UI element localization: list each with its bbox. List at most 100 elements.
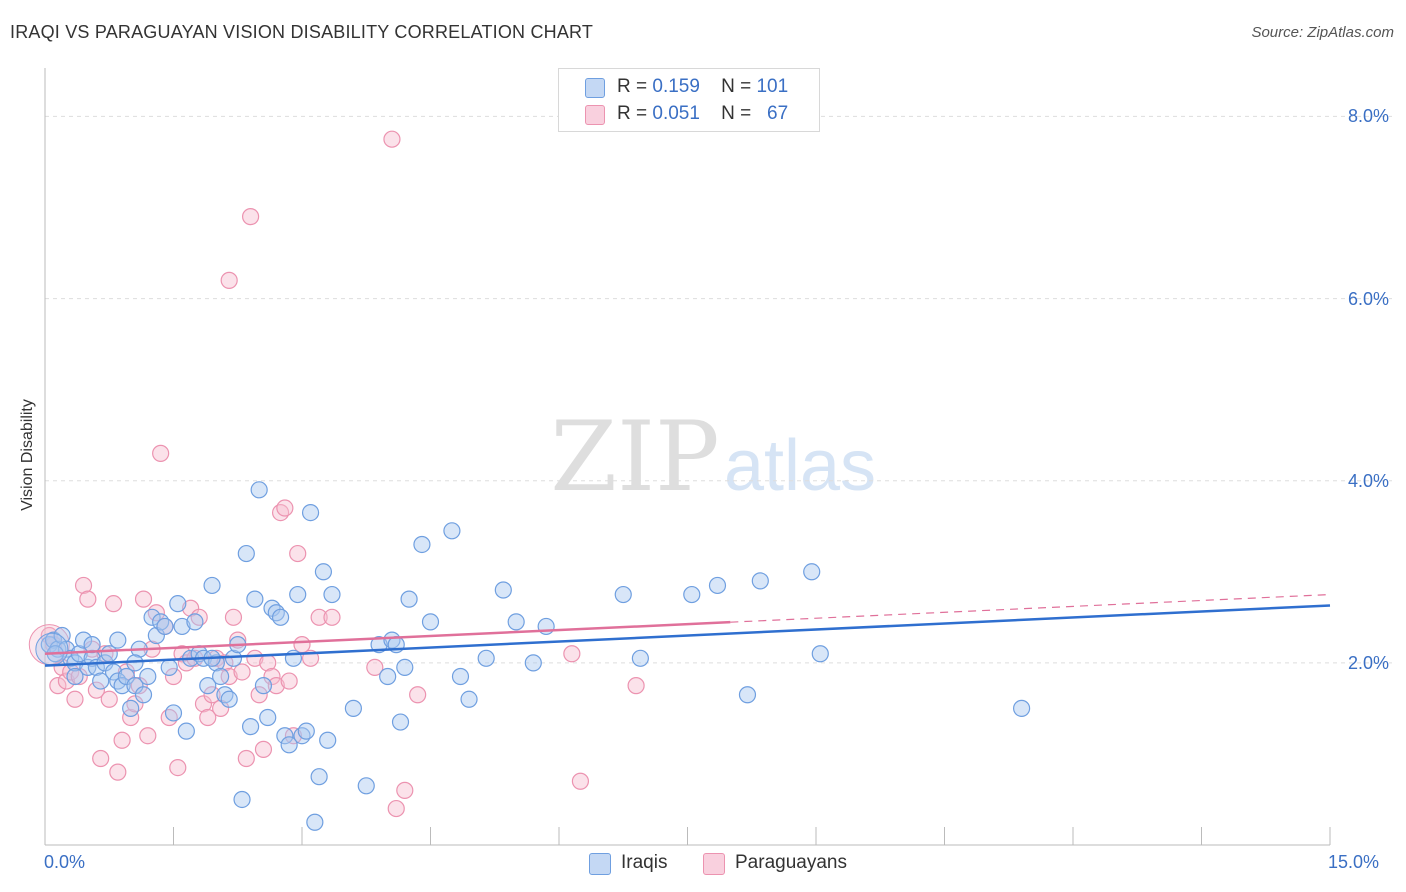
iraqi-point <box>451 667 470 686</box>
paraguayan-point <box>83 640 101 658</box>
paraguayan-point <box>66 690 84 708</box>
paraguayan-point <box>237 749 255 768</box>
correlation-legend: R = 0.159 N = 101 R = 0.051 N = 67 <box>558 68 820 132</box>
paraguayan-point <box>254 740 273 758</box>
paraguayan-point <box>134 590 153 608</box>
paraguayan-point <box>57 672 76 690</box>
iraqi-point <box>751 572 769 590</box>
paraguayan-point <box>199 708 217 727</box>
paraguayan-point <box>409 686 427 704</box>
y-tick-label: 8.0% <box>1348 106 1390 127</box>
paraguayan-point <box>113 731 131 749</box>
iraqi-point <box>271 608 290 626</box>
paraguayan-point <box>571 772 590 790</box>
paraguayan-point <box>49 677 67 695</box>
legend-n-label: N = <box>721 103 752 124</box>
paraguayan-point <box>220 271 238 289</box>
iraqi-point <box>122 699 140 717</box>
iraqi-point <box>344 699 362 717</box>
iraqi-point <box>413 535 431 554</box>
iraqi-point <box>460 690 478 708</box>
legend-swatch-para <box>585 105 605 125</box>
iraqi-point <box>306 813 324 831</box>
iraqi-point <box>254 677 273 695</box>
iraqi-point <box>614 585 632 604</box>
paraguayan-trend-extension <box>730 593 1331 623</box>
iraqi-point <box>199 677 217 695</box>
iraqi-point <box>74 631 93 649</box>
legend-n-value-para: 67 <box>767 103 789 124</box>
iraqi-point <box>738 686 757 704</box>
paraguayan-point <box>276 499 294 517</box>
legend-swatch-iraqi <box>585 78 605 98</box>
paraguayan-point <box>117 663 135 681</box>
iraqi-point <box>708 576 727 595</box>
iraqi-point <box>319 731 337 749</box>
paraguayan-point <box>139 727 157 745</box>
paraguayan-point <box>563 645 581 663</box>
iraqi-point <box>477 649 495 667</box>
iraqi-point <box>156 617 174 636</box>
paraguayan-point <box>164 667 183 686</box>
series-swatch-iraqi <box>589 853 611 875</box>
iraqi-point <box>126 677 144 695</box>
iraqi-point <box>400 590 418 608</box>
iraqi-point <box>507 613 525 631</box>
iraqi-trend-line <box>44 604 1331 667</box>
x-tick-max-label: 15.0% <box>1328 852 1380 872</box>
watermark-atlas: atlas <box>724 426 876 506</box>
legend-r-value-iraqi: 0.159 <box>652 76 700 97</box>
legend-n-value-iraqi: 101 <box>756 76 789 97</box>
source-label: Source: ZipAtlas.com <box>1251 24 1394 41</box>
paraguayan-point <box>169 758 187 777</box>
iraqi-point <box>683 585 701 604</box>
iraqi-point <box>803 563 821 581</box>
paraguayan-point <box>70 667 88 686</box>
paraguayan-point <box>92 749 110 768</box>
paraguayan-point <box>212 699 230 717</box>
paraguayan-point <box>383 130 401 148</box>
series-label-iraqi: Iraqis <box>621 852 668 873</box>
paraguayan-point <box>233 663 251 681</box>
iraqi-point <box>301 503 320 522</box>
paraguayan-point <box>280 672 298 690</box>
iraqi-point <box>524 654 542 672</box>
iraqi-point <box>631 649 649 667</box>
iraqi-point <box>242 718 260 736</box>
paraguayan-point <box>263 667 281 686</box>
paraguayan-point <box>387 799 405 818</box>
paraguayan-point <box>323 608 341 626</box>
iraqi-point <box>143 608 161 626</box>
iraqi-point <box>443 522 461 540</box>
iraqi-point <box>139 667 157 686</box>
chart-title: IRAQI VS PARAGUAYAN VISION DISABILITY CO… <box>10 22 594 42</box>
iraqi-cluster-point <box>35 632 69 666</box>
paraguayan-point <box>100 690 118 708</box>
iraqi-point <box>113 677 131 695</box>
paraguayan-point <box>366 658 384 677</box>
iraqi-point <box>494 581 512 599</box>
iraqi-point <box>92 672 110 690</box>
iraqi-point <box>250 481 268 499</box>
paraguayan-point <box>396 781 414 799</box>
y-tick-label: 2.0% <box>1348 652 1390 673</box>
iraqi-point <box>177 722 195 740</box>
iraqi-point <box>391 713 410 731</box>
iraqi-point <box>323 585 341 604</box>
iraqi-point <box>233 790 251 809</box>
paraguayan-point <box>242 208 260 226</box>
paraguayan-point <box>104 595 123 613</box>
iraqi-point <box>237 544 255 563</box>
series-legend: Iraqis Paraguayans <box>0 852 1406 878</box>
iraqi-point <box>169 595 187 613</box>
iraqi-point <box>259 708 277 727</box>
iraqi-point <box>203 576 221 595</box>
iraqi-point <box>160 658 178 677</box>
iraqi-point <box>212 667 230 686</box>
iraqi-point <box>811 645 829 663</box>
paraguayan-point <box>203 686 221 704</box>
paraguayan-point <box>310 608 328 626</box>
paraguayan-point <box>250 686 268 704</box>
iraqi-point <box>53 626 71 645</box>
iraqi-point <box>66 667 84 686</box>
